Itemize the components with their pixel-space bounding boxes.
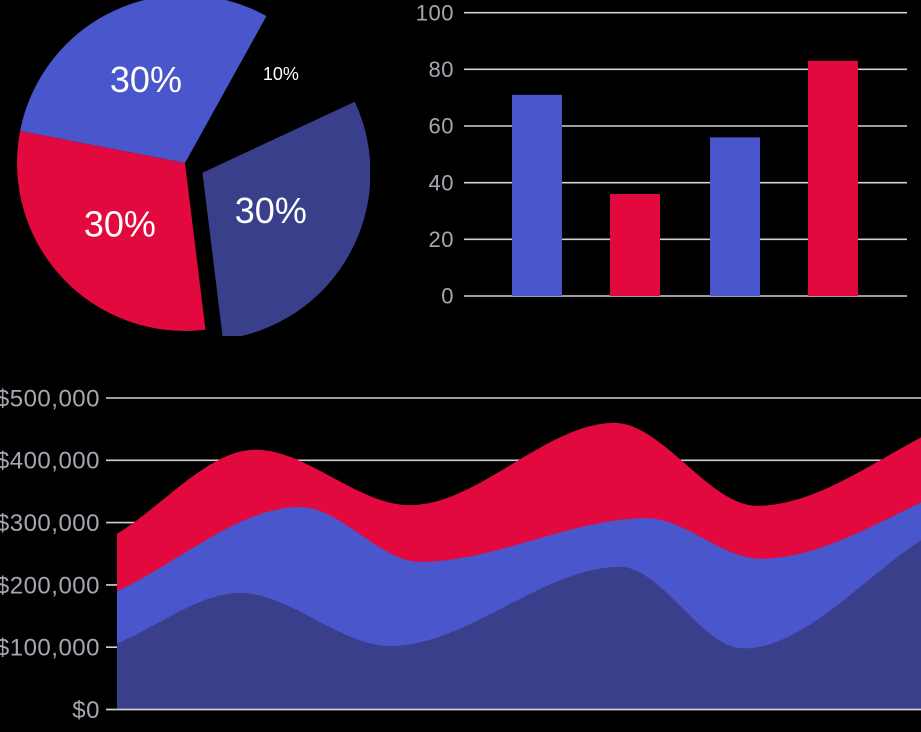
area-y-tick-label: $400,000 (0, 448, 100, 475)
bar-4 (808, 60, 858, 296)
pie-slice-label: 30% (84, 203, 156, 244)
bar-y-tick-label: 0 (441, 284, 454, 309)
pie-chart: 30% 30% 30% 10% (17, 0, 370, 336)
pie-slice-navy (202, 101, 370, 336)
pie-slice-red (17, 130, 206, 331)
bar-y-tick-label: 40 (429, 170, 454, 195)
area-y-tick-label: $100,000 (0, 635, 100, 662)
bar-2 (610, 194, 660, 296)
area-y-tick-label: $200,000 (0, 572, 100, 599)
bar-y-tick-label: 20 (429, 227, 454, 252)
pie-slice-label: 30% (235, 190, 307, 231)
pie-slice-label: 10% (263, 64, 299, 84)
bar-y-tick-label: 80 (429, 57, 454, 82)
area-navy-band (117, 540, 921, 709)
bar-1 (512, 94, 562, 297)
area-y-tick-label: $0 (72, 697, 100, 724)
bar-y-tick-label: 60 (429, 114, 454, 139)
bar-3 (710, 137, 760, 296)
bar-y-tick-label: 100 (416, 0, 454, 25)
area-y-tick-label: $300,000 (0, 510, 100, 537)
area-y-tick-label: $500,000 (0, 385, 100, 412)
pie-slice-blue (20, 0, 267, 163)
pie-slice-label: 30% (110, 59, 182, 100)
bar-chart: 0 20 40 60 80 100 (416, 0, 907, 309)
area-chart: $0 $100,000 $200,000 $300,000 $400,000 $500,0… (0, 385, 921, 724)
